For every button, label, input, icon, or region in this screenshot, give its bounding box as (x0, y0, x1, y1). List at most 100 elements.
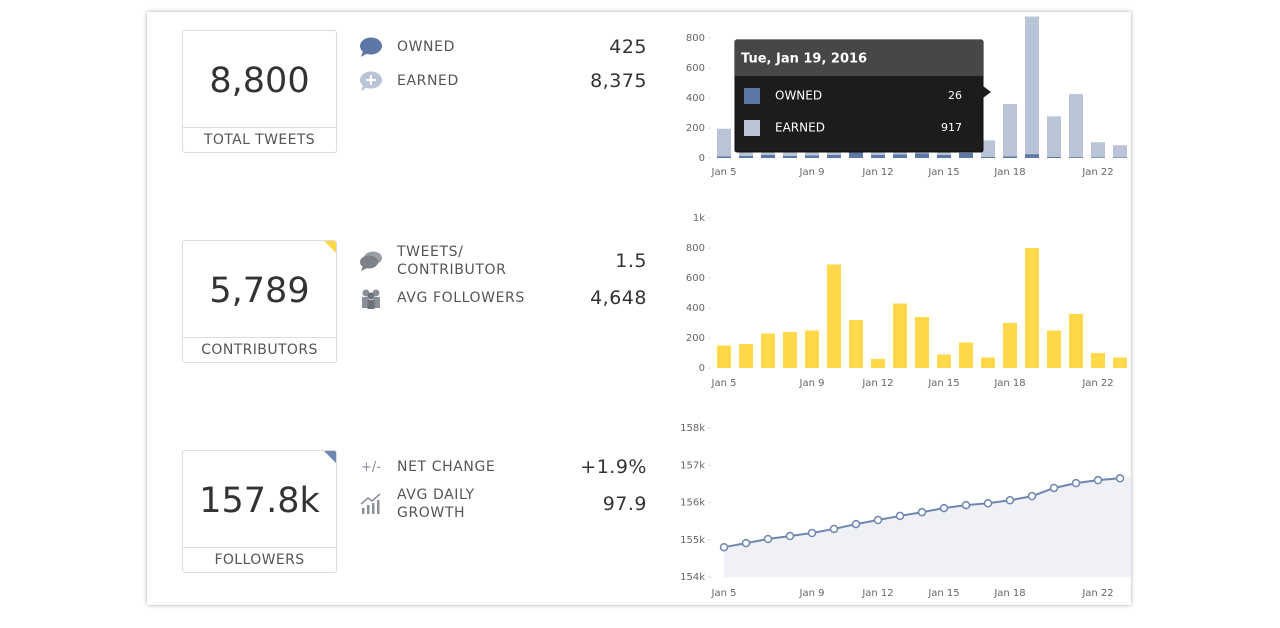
bar-segment (1113, 157, 1127, 158)
bar-segment (827, 155, 841, 158)
point (1093, 475, 1103, 485)
tooltip-value: 917 (941, 121, 962, 134)
x-tick-label: Jan 5 (711, 167, 737, 178)
bar (1025, 248, 1039, 368)
point (917, 507, 927, 517)
bar-segment (1069, 157, 1083, 158)
corner-marker (324, 451, 336, 463)
y-tick-label: 154k (680, 572, 705, 583)
y-tick-label: 600 (686, 273, 705, 284)
bar-segment (1069, 94, 1083, 158)
x-tick-label: Jan 5 (711, 378, 737, 389)
bar (827, 264, 841, 368)
point (1049, 483, 1059, 493)
bar (1113, 357, 1127, 368)
metric: AVG DAILY GROWTH 97.9 (358, 486, 647, 522)
point (961, 500, 971, 510)
metric-value: 4,648 (590, 287, 647, 309)
icon (358, 69, 384, 93)
metric: TWEETS/ CONTRIBUTOR 1.5 (358, 243, 647, 279)
point (1005, 496, 1015, 505)
bar-segment (959, 152, 973, 158)
x-tick-label: Jan 22 (1081, 588, 1113, 599)
tooltip-swatch (744, 88, 760, 104)
point (719, 542, 729, 552)
bar-segment (739, 155, 753, 158)
metric-label: OWNED (397, 39, 455, 55)
metric: OWNED 425 (358, 35, 647, 59)
x-tick-label: Jan 12 (861, 167, 893, 178)
point (829, 524, 839, 534)
bar (849, 320, 863, 368)
tooltip-pointer (983, 86, 991, 98)
icon (358, 286, 384, 310)
metric-label: AVG DAILY GROWTH (397, 487, 475, 521)
y-tick-label: 400 (686, 303, 705, 314)
bar (959, 342, 973, 368)
point (763, 534, 773, 544)
y-tick-label: 800 (686, 33, 705, 44)
bar-segment (1025, 154, 1039, 158)
bar-segment (981, 156, 995, 158)
bar-segment (849, 152, 863, 158)
x-tick-label: Jan 18 (993, 378, 1025, 389)
metric-value: 8,375 (590, 70, 647, 92)
stat-label: CONTRIBUTORS (183, 337, 336, 362)
bar-segment (871, 155, 885, 158)
bar (915, 317, 929, 368)
area (724, 475, 1131, 577)
point (1027, 491, 1037, 501)
tooltip-series-name: OWNED (775, 89, 822, 103)
metric-label: TWEETS/ CONTRIBUTOR (397, 244, 507, 278)
metric-label: AVG FOLLOWERS (397, 290, 525, 306)
bar (783, 332, 797, 368)
y-tick-label: 156k (680, 498, 705, 509)
bar-segment (805, 155, 819, 158)
stat-value: 8,800 (209, 61, 310, 101)
point (851, 519, 861, 529)
bar-segment (1091, 142, 1105, 158)
y-tick-label: 0 (699, 363, 705, 374)
point (895, 511, 905, 521)
stat-value: 5,789 (209, 271, 310, 311)
bar (805, 330, 819, 368)
x-tick-label: Jan 15 (927, 167, 959, 178)
bar-segment (1025, 16, 1039, 155)
bar-segment (1113, 145, 1127, 158)
tooltip: Tue, Jan 19, 2016 OWNED 26 EARNED 917 (734, 39, 991, 153)
bar (1003, 323, 1017, 368)
y-tick-label: 157k (680, 460, 705, 471)
bar (1091, 353, 1105, 368)
point (983, 498, 993, 508)
point (807, 528, 817, 538)
point (939, 503, 949, 513)
icon (358, 249, 384, 273)
metric-value: 425 (609, 36, 647, 58)
metric-value: 1.5 (615, 250, 647, 272)
y-tick-label: 158k (680, 423, 705, 434)
point (1115, 474, 1125, 483)
tooltip-swatch (744, 120, 760, 136)
bar (739, 344, 753, 368)
y-tick-label: 155k (680, 535, 705, 546)
bar-segment (1003, 156, 1017, 158)
y-tick-label: 800 (686, 243, 705, 254)
bar (981, 357, 995, 368)
x-tick-label: Jan 18 (993, 167, 1025, 178)
bar (761, 333, 775, 368)
icon (358, 35, 384, 59)
bar-segment (937, 155, 951, 158)
y-tick-label: 400 (686, 93, 705, 104)
bar (717, 345, 731, 368)
x-tick-label: Jan 12 (861, 588, 893, 599)
x-tick-label: Jan 5 (711, 588, 737, 599)
stat-value: 157.8k (199, 481, 320, 521)
bar (871, 359, 885, 368)
bar-segment (893, 154, 907, 158)
corner-marker (324, 241, 336, 253)
point (741, 538, 751, 548)
y-tick-label: 1k (693, 213, 705, 224)
tooltip-value: 26 (948, 89, 962, 102)
